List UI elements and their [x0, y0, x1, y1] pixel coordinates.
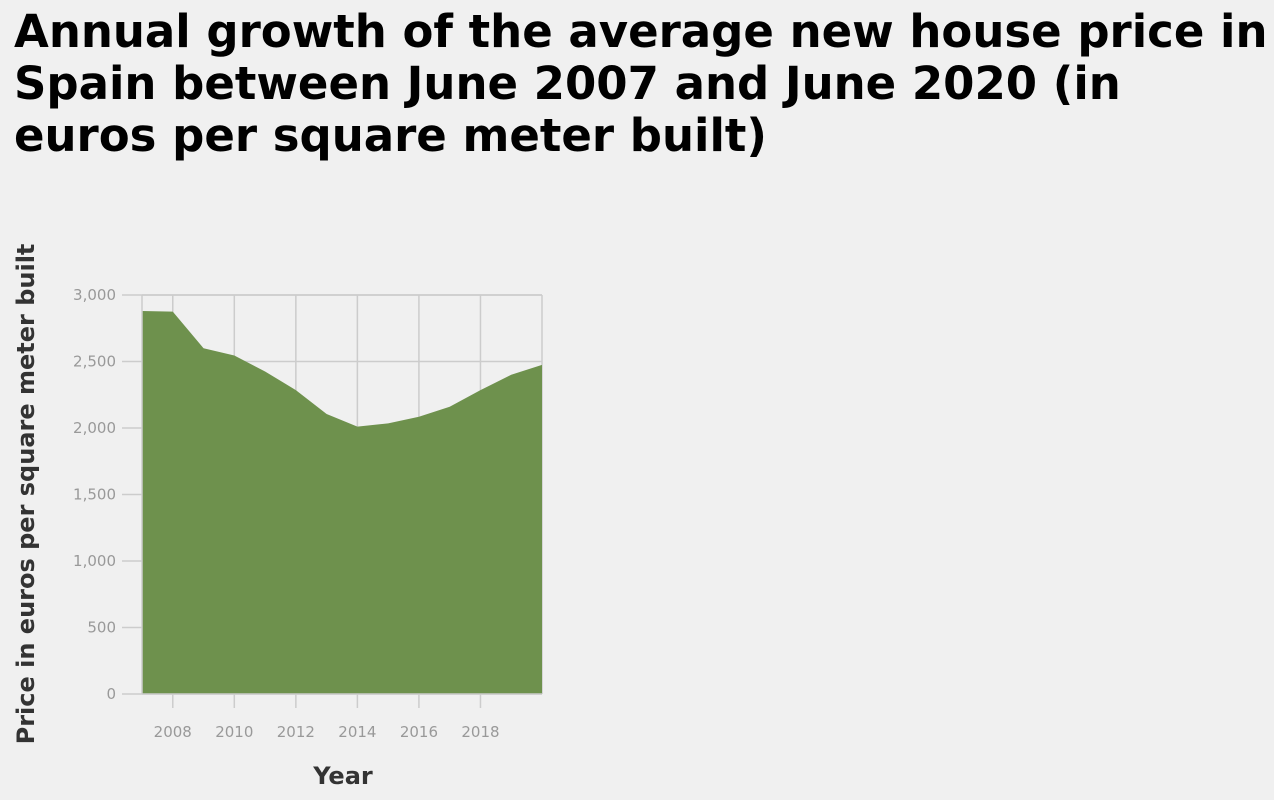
y-axis-ticks: 0 500 1,000 1,500 2,000 2,500 3,000	[73, 286, 142, 703]
y-tick-label: 1,000	[73, 552, 116, 570]
y-tick-label: 2,500	[73, 353, 116, 371]
x-tick-label: 2018	[461, 723, 499, 741]
x-tick-label: 2010	[215, 723, 253, 741]
x-tick-label: 2008	[154, 723, 192, 741]
y-tick-label: 0	[106, 685, 116, 703]
x-axis-label: Year	[312, 762, 373, 790]
chart-title: Annual growth of the average new house p…	[14, 5, 1268, 162]
x-tick-label: 2014	[338, 723, 376, 741]
y-tick-label: 500	[87, 619, 116, 637]
y-tick-label: 2,000	[73, 419, 116, 437]
x-tick-label: 2012	[277, 723, 315, 741]
x-axis-ticks: 2008 2010 2012 2014 2016 2018	[154, 694, 500, 741]
x-tick-label: 2016	[400, 723, 438, 741]
y-tick-label: 3,000	[73, 286, 116, 304]
area-series	[142, 310, 542, 694]
y-tick-label: 1,500	[73, 486, 116, 504]
y-axis-label: Price in euros per square meter built	[12, 244, 40, 745]
